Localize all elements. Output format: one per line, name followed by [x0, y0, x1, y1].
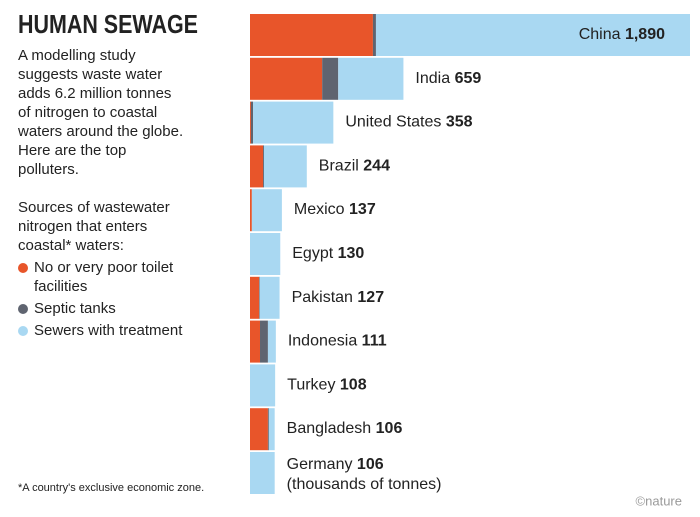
category-label: Indonesia [288, 333, 357, 350]
bar-segment [250, 233, 281, 275]
category-label: Brazil [319, 158, 359, 175]
category-label: Turkey [287, 377, 335, 394]
legend-swatch [18, 263, 28, 273]
bar-segment [250, 101, 251, 144]
footnote: *A country's exclusive economic zone. [18, 482, 204, 494]
category-label: United States [345, 114, 441, 131]
bar-segment [260, 320, 268, 363]
legend-swatch [18, 304, 28, 314]
bar-segment [250, 145, 264, 188]
total-label: 127 [357, 289, 384, 306]
subtitle-line: adds 6.2 million tonnes [18, 85, 172, 102]
category-label: Pakistan [292, 289, 353, 306]
bar-label: Bangladesh 106 [287, 420, 403, 437]
total-label: 106 [357, 456, 384, 473]
legend-intro-line: nitrogen that enters [18, 218, 148, 235]
subtitle-line: suggests waste water [18, 66, 163, 83]
bar-label: Brazil 244 [319, 158, 390, 175]
subtitle-line: polluters. [18, 161, 79, 178]
bar-segment [263, 145, 307, 188]
bar-label: Egypt 130 [292, 245, 364, 262]
bar-segment [250, 276, 260, 319]
bar-segment [250, 14, 373, 56]
bar-label: China 1,890 [579, 26, 665, 43]
credit: ©nature [636, 493, 682, 508]
legend-swatch [18, 326, 28, 336]
subtitle-line: waters around the globe. [18, 123, 184, 140]
legend-item: No or very poor toilet facilities [18, 258, 233, 296]
bar-label: Indonesia 111 [288, 333, 387, 350]
bar-label: India 659 [415, 70, 481, 87]
bar-segment [259, 276, 280, 319]
total-label: 111 [362, 333, 387, 350]
legend-label: Sewers with treatment [34, 322, 183, 339]
bar-segment [250, 189, 252, 232]
category-label: Mexico [294, 201, 345, 218]
bar-segment [322, 57, 339, 100]
legend-label: No or very poor toilet facilities [34, 259, 174, 295]
legend: No or very poor toilet facilities Septic … [18, 258, 233, 340]
bar-segment [375, 14, 690, 56]
bar-segment [250, 364, 276, 407]
total-label: 358 [446, 114, 473, 131]
bar-label: Turkey 108 [287, 377, 367, 394]
bar-segment [250, 320, 261, 363]
category-label: Egypt [292, 245, 333, 262]
legend-label: Septic tanks [34, 300, 116, 317]
total-label: 106 [376, 420, 403, 437]
total-label: 108 [340, 377, 367, 394]
category-label: Bangladesh [287, 420, 372, 437]
subtitle-line: of nitrogen to coastal [18, 104, 158, 121]
legend-intro: Sources of wastewater nitrogen that enter… [18, 198, 233, 255]
legend-intro-line: coastal* waters: [18, 237, 124, 254]
bar-segment [250, 452, 275, 494]
total-label: 1,890 [625, 26, 665, 43]
bar-segment [253, 101, 334, 144]
category-label: Germany [287, 456, 353, 473]
legend-item: Septic tanks [18, 299, 233, 318]
total-label: 659 [455, 70, 482, 87]
subtitle-line: A modelling study [18, 47, 136, 64]
bar-segment [267, 408, 269, 451]
unit-note: (thousands of tonnes) [287, 476, 442, 493]
category-label: China [579, 26, 621, 43]
bar-segment [251, 189, 282, 232]
bar-segment [250, 57, 323, 100]
bar-segment [259, 276, 260, 319]
bar-label: Germany 106 [287, 456, 384, 473]
legend-item: Sewers with treatment [18, 321, 233, 340]
bar-label: Mexico 137 [294, 201, 376, 218]
bar-segment [250, 408, 268, 451]
bar-segment [338, 57, 404, 100]
category-label: India [415, 70, 450, 87]
total-label: 244 [363, 158, 390, 175]
bar-segment [372, 14, 376, 56]
legend-intro-line: Sources of wastewater [18, 199, 170, 216]
subtitle-line: Here are the top [18, 142, 127, 159]
subtitle: A modelling study suggests waste water add… [18, 46, 233, 179]
bar-label: Pakistan 127 [292, 289, 385, 306]
chart-title: HUMAN SEWAGE [18, 9, 198, 39]
bar-segment [263, 145, 264, 188]
bar-segment [268, 408, 275, 451]
total-label: 137 [349, 201, 376, 218]
bar-segment [250, 101, 254, 144]
bar-segment [267, 320, 276, 363]
total-label: 130 [338, 245, 365, 262]
bar-label: United States 358 [345, 114, 472, 131]
description: A modelling study suggests waste water add… [18, 46, 233, 340]
